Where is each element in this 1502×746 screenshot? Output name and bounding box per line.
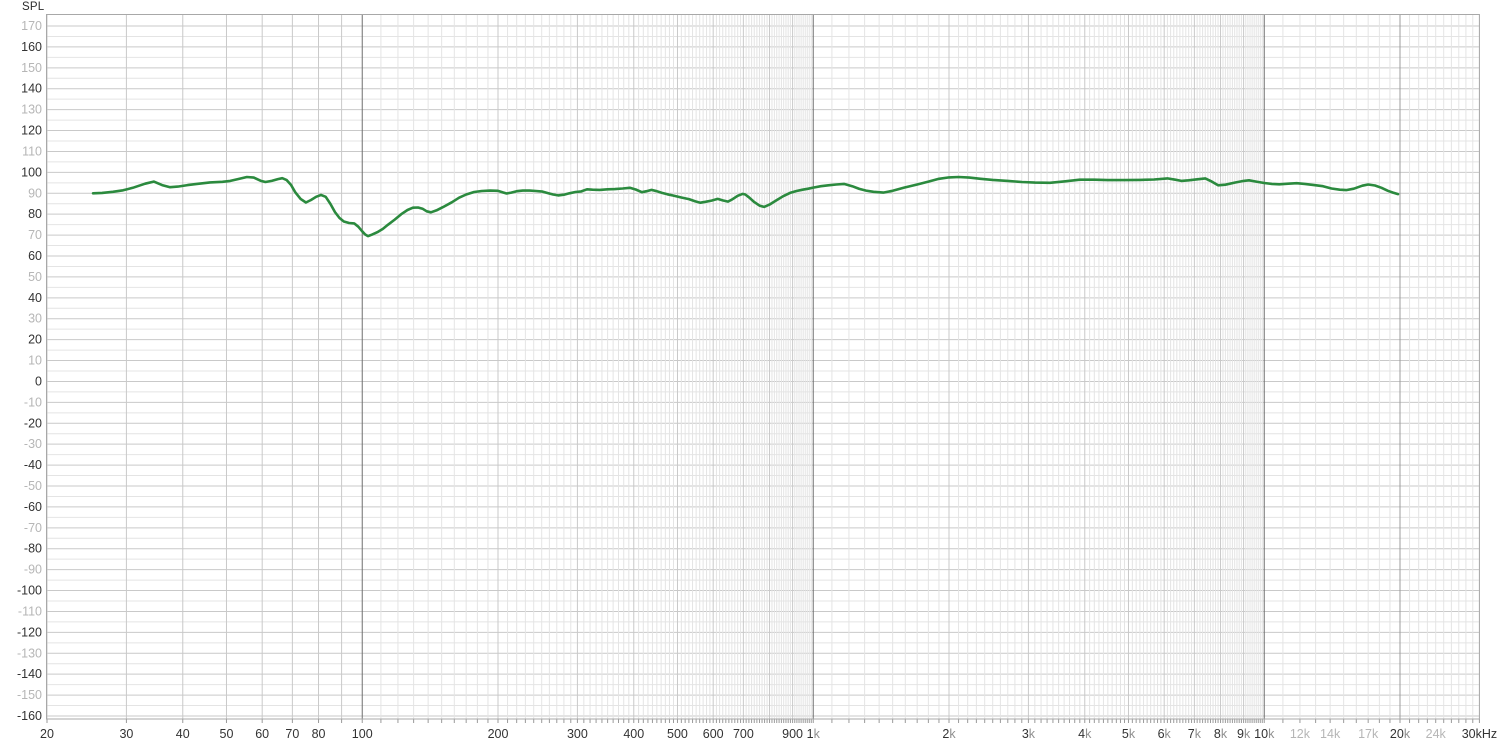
y-tick-label: -160 bbox=[17, 709, 42, 723]
x-tick-label: 5k bbox=[1122, 727, 1136, 741]
x-tick-label: 8k bbox=[1214, 727, 1228, 741]
x-tick-label: 24k bbox=[1426, 727, 1447, 741]
x-tick-label: 700 bbox=[733, 727, 754, 741]
y-tick-label: -80 bbox=[24, 542, 42, 556]
y-tick-label: 10 bbox=[28, 354, 42, 368]
y-tick-label: 160 bbox=[21, 40, 42, 54]
y-tick-label: -120 bbox=[17, 625, 42, 639]
y-tick-label: -140 bbox=[17, 667, 42, 681]
x-tick-label: 300 bbox=[567, 727, 588, 741]
y-tick-label: -110 bbox=[18, 604, 42, 618]
x-tick-label: 3k bbox=[1022, 727, 1036, 741]
x-tick-label: 14k bbox=[1320, 727, 1341, 741]
x-tick-label: 9k bbox=[1237, 727, 1251, 741]
y-tick-label: -70 bbox=[24, 521, 42, 535]
x-tick-label: 40 bbox=[176, 727, 190, 741]
y-tick-label: -60 bbox=[24, 500, 42, 514]
plot-border bbox=[46, 14, 1480, 720]
y-tick-label: 30 bbox=[28, 312, 42, 326]
x-tick-label: 2k bbox=[942, 727, 956, 741]
y-tick-label: 110 bbox=[22, 144, 42, 158]
x-tick-label: 30 bbox=[119, 727, 133, 741]
x-tick-label: 17k bbox=[1358, 727, 1379, 741]
y-axis-title: SPL bbox=[22, 1, 45, 13]
x-tick-label: 20 bbox=[40, 727, 54, 741]
y-tick-label: -130 bbox=[17, 646, 42, 660]
x-tick-label: 400 bbox=[623, 727, 644, 741]
y-tick-label: -150 bbox=[17, 688, 42, 702]
y-tick-label: 130 bbox=[21, 103, 42, 117]
y-tick-label: -20 bbox=[24, 416, 42, 430]
y-tick-label: 120 bbox=[21, 124, 42, 138]
frequency-response-curve bbox=[91, 175, 1400, 238]
y-tick-label: 70 bbox=[28, 228, 42, 242]
x-tick-label: 4k bbox=[1078, 727, 1092, 741]
x-tick-label: 70 bbox=[285, 727, 299, 741]
y-tick-label: -90 bbox=[24, 563, 42, 577]
x-tick-label: 10k bbox=[1254, 727, 1275, 741]
x-tick-label: 80 bbox=[312, 727, 326, 741]
y-tick-label: 40 bbox=[28, 291, 42, 305]
x-tick-label: 500 bbox=[667, 727, 688, 741]
y-tick-label: -40 bbox=[24, 458, 42, 472]
y-tick-label: 140 bbox=[21, 82, 42, 96]
y-tick-label: -50 bbox=[24, 479, 42, 493]
y-tick-label: 0 bbox=[35, 374, 42, 388]
y-tick-label: 50 bbox=[28, 270, 42, 284]
y-tick-label: 170 bbox=[21, 19, 42, 33]
y-tick-label: 150 bbox=[21, 61, 42, 75]
y-tick-label: 90 bbox=[28, 186, 42, 200]
y-tick-label: -10 bbox=[24, 395, 42, 409]
x-tick-label: 1k bbox=[807, 727, 821, 741]
x-tick-label: 12k bbox=[1290, 727, 1311, 741]
y-tick-label: 80 bbox=[28, 207, 42, 221]
x-tick-label: 30kHz bbox=[1462, 727, 1497, 741]
y-tick-label: 20 bbox=[28, 333, 42, 347]
x-tick-label: 50 bbox=[220, 727, 234, 741]
x-tick-label: 100 bbox=[352, 727, 373, 741]
x-tick-label: 900 bbox=[782, 727, 803, 741]
y-tick-label: -100 bbox=[17, 584, 42, 598]
x-tick-label: 200 bbox=[488, 727, 509, 741]
x-tick-label: 7k bbox=[1188, 727, 1202, 741]
y-tick-label: -30 bbox=[24, 437, 42, 451]
x-tick-label: 600 bbox=[703, 727, 724, 741]
x-tick-label: 60 bbox=[255, 727, 269, 741]
x-tick-label: 6k bbox=[1158, 727, 1172, 741]
x-tick-label: 20k bbox=[1390, 727, 1411, 741]
y-tick-label: 100 bbox=[21, 165, 42, 179]
y-tick-label: 60 bbox=[28, 249, 42, 263]
